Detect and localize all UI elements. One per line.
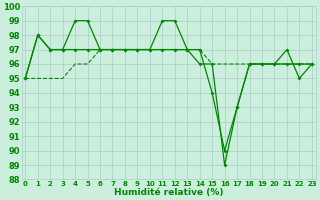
X-axis label: Humidité relative (%): Humidité relative (%): [114, 188, 223, 197]
